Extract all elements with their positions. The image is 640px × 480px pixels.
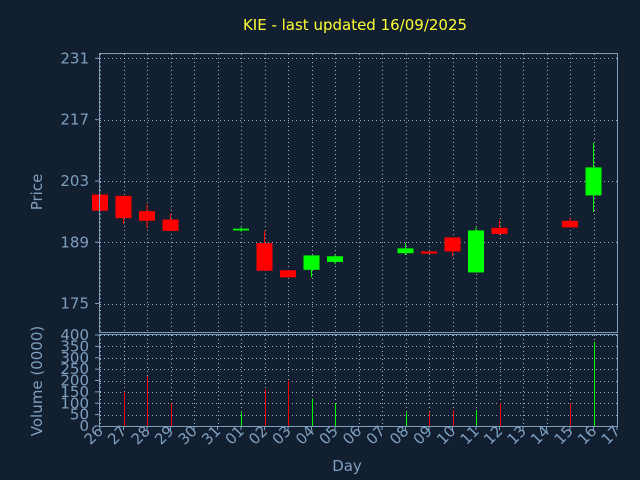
volume-tick-label: 100 — [60, 394, 89, 412]
volume-tick-label: 50 — [70, 406, 89, 424]
candle-body — [562, 220, 578, 228]
grid — [100, 54, 618, 427]
candle-body — [421, 251, 437, 254]
x-axis-label: Day — [332, 457, 362, 475]
volume-tick-label: 0 — [79, 417, 89, 435]
volume-tick-label: 300 — [60, 349, 89, 367]
price-tick-label: 231 — [60, 49, 89, 67]
price-axis-label: Price — [28, 174, 46, 211]
price-axis-ticks: 175 189 203 217 231 — [60, 49, 100, 313]
candle-body — [115, 195, 132, 219]
volume-axis-label: Volume (0000) — [28, 326, 46, 436]
price-panel-frame — [99, 53, 618, 333]
price-candles — [92, 142, 602, 278]
volume-bars — [124, 341, 595, 426]
candle-body — [256, 243, 273, 271]
volume-tick-label: 200 — [60, 372, 89, 390]
candle-body — [468, 230, 484, 273]
candle-body — [233, 228, 249, 231]
volume-tick-label: 250 — [60, 360, 89, 378]
volume-tick-label: 150 — [60, 383, 89, 401]
candle-body — [139, 211, 155, 221]
price-tick-label: 175 — [60, 295, 89, 313]
candle-body — [303, 255, 320, 270]
price-tick-label: 203 — [60, 172, 89, 190]
candle-body — [491, 227, 508, 234]
chart-title: KIE - last updated 16/09/2025 — [243, 16, 467, 34]
candle-body — [280, 270, 296, 278]
candle-body — [585, 167, 602, 196]
volume-panel-frame — [99, 334, 618, 427]
price-tick-label: 189 — [60, 233, 89, 251]
volume-tick-label: 400 — [60, 326, 89, 344]
candle-body — [444, 237, 461, 252]
candle-body — [327, 256, 343, 262]
price-tick-label: 217 — [60, 111, 89, 129]
volume-tick-label: 350 — [60, 337, 89, 355]
candle-body — [397, 248, 414, 254]
candle-body — [162, 219, 179, 231]
